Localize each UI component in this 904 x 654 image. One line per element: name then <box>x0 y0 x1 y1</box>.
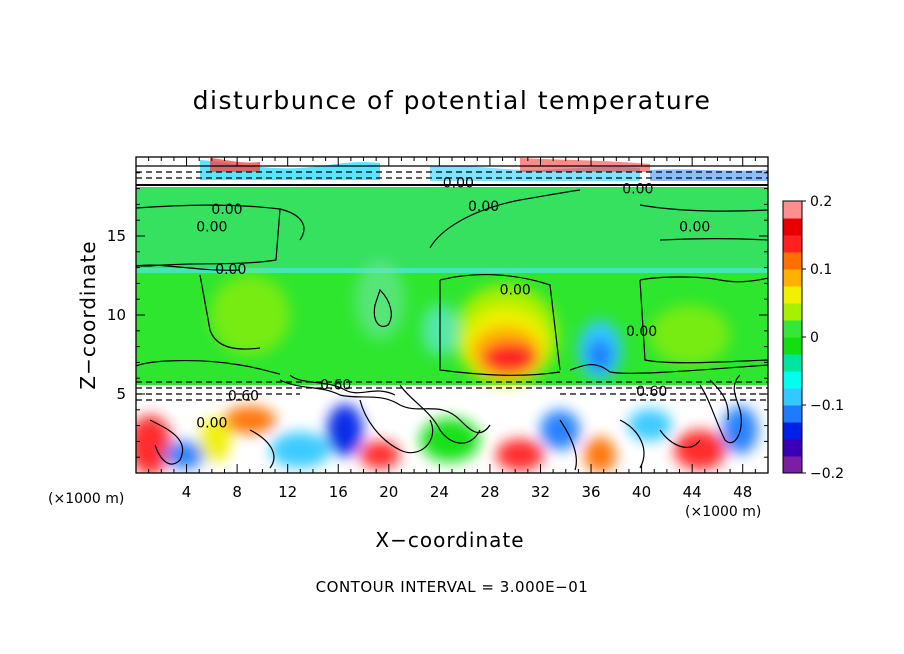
colorbar-tick-label: −0.2 <box>810 466 844 482</box>
x-tick-label: 12 <box>278 483 297 501</box>
colorbar-tick-label: −0.1 <box>810 398 844 414</box>
contour-interval-note: CONTOUR INTERVAL = 3.000E−01 <box>315 578 589 596</box>
contour-label: 0.00 <box>196 220 227 236</box>
colorbar-tick-label: 0 <box>810 330 819 346</box>
y-tick-label: 10 <box>107 306 126 324</box>
colorbar-swatch <box>783 456 802 474</box>
x-tick-label: 4 <box>182 483 192 501</box>
colorbar-swatch <box>783 422 802 440</box>
colorbar-swatch <box>783 354 802 372</box>
colorbar-tick-label: 0.2 <box>810 194 832 210</box>
colorbar-tick-label: 0.1 <box>810 262 832 278</box>
contour-label: 0.00 <box>626 324 657 340</box>
x-tick-label: 36 <box>581 483 600 501</box>
contour-labels: 0.00 0.000.000.000.000.000.000.000.000.60… <box>196 175 710 431</box>
x-tick-label: 28 <box>480 483 499 501</box>
temperature-field <box>136 157 768 473</box>
contour-label: 0.00 <box>196 415 227 431</box>
x-axis-label: X−coordinate <box>375 528 525 552</box>
y-axis-label: Z−coordinate <box>76 240 100 390</box>
x-unit-label-right: (×1000 m) <box>685 504 762 520</box>
y-tick-label: 15 <box>107 227 126 245</box>
contour-label: 0.60 <box>320 378 351 394</box>
x-tick-label: 32 <box>531 483 550 501</box>
contour-label: 0.60 <box>636 384 667 400</box>
colorbar-swatch <box>783 218 802 236</box>
x-tick-label: 44 <box>683 483 702 501</box>
x-tick-label: 16 <box>329 483 348 501</box>
colorbar-swatch <box>783 286 802 304</box>
colorbar-swatch <box>783 371 802 389</box>
contour-label: 0.00 <box>215 262 246 278</box>
x-tick-label: 20 <box>379 483 398 501</box>
contour-lines <box>136 165 768 471</box>
contour-label: 0.00 <box>679 220 710 236</box>
x-tick-label: 48 <box>733 483 752 501</box>
colorbar-swatch <box>783 439 802 457</box>
colorbar-swatch <box>783 269 802 287</box>
chart-title: disturbunce of potential temperature <box>192 86 712 115</box>
colorbar-swatch <box>783 320 802 338</box>
x-tick-label: 40 <box>632 483 651 501</box>
contour-label: 0.00 <box>622 182 653 198</box>
contour-label: 0.60 <box>228 389 259 405</box>
x-tick-label: 8 <box>232 483 242 501</box>
colorbar-swatch <box>783 337 802 355</box>
colorbar-swatch <box>783 388 802 406</box>
colorbar-swatch <box>783 235 802 253</box>
contour-label: 0.00 <box>443 175 474 191</box>
contour-label: 0.00 <box>468 199 499 215</box>
colorbar-swatch <box>783 252 802 270</box>
contour-label: 0.00 <box>211 202 242 218</box>
x-unit-label-left: (×1000 m) <box>48 491 125 507</box>
colorbar-swatch <box>783 405 802 423</box>
contour-label: 0.00 <box>500 283 531 299</box>
colorbar: 0.2 0.1 0 −0.1 −0.2 <box>782 194 844 482</box>
x-tick-label: 24 <box>430 483 449 501</box>
colorbar-swatch <box>783 201 802 219</box>
colorbar-swatch <box>783 303 802 321</box>
y-tick-label: 5 <box>116 385 126 403</box>
